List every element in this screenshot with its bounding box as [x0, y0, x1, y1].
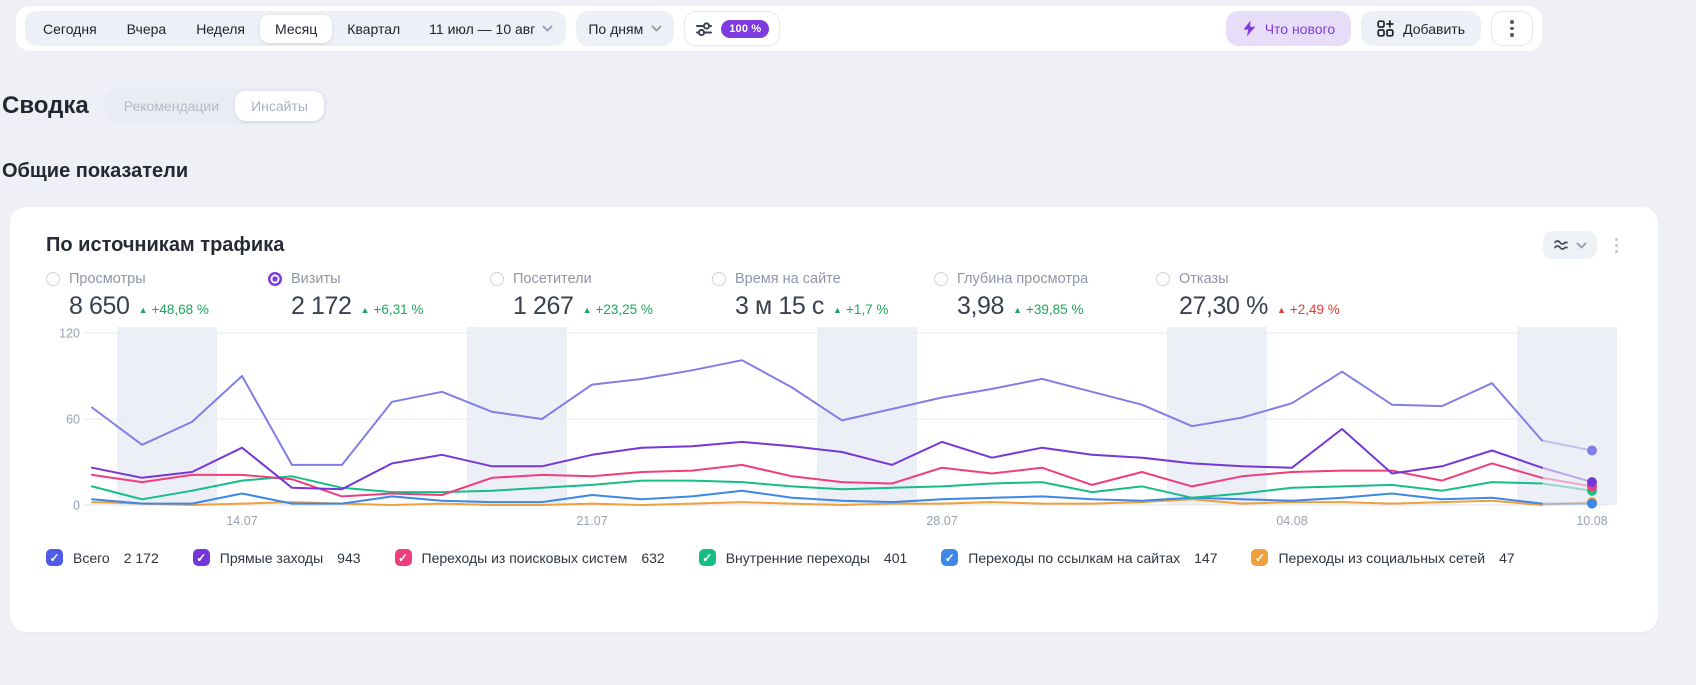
card-more-button[interactable]	[1611, 234, 1622, 257]
page-title: Сводка	[2, 92, 89, 119]
legend-internal[interactable]: Внутренние переходы 401	[698, 549, 907, 566]
kebab-icon	[1615, 237, 1618, 241]
card-controls	[1543, 231, 1622, 259]
metric-views[interactable]: Просмотры 8 650+48,68 %	[46, 271, 268, 321]
sliders-icon	[696, 21, 713, 36]
metric-depth[interactable]: Глубина просмотра 3,98+39,85 %	[934, 271, 1156, 321]
legend-direct[interactable]: Прямые заходы 943	[192, 549, 361, 566]
top-toolbar: Сегодня Вчера Неделя Месяц Квартал 11 ию…	[16, 6, 1542, 51]
metric-visitors[interactable]: Посетители 1 267+23,25 %	[490, 271, 712, 321]
chevron-down-icon	[1576, 242, 1587, 248]
whats-new-label: Что нового	[1264, 20, 1336, 37]
add-widget-button[interactable]: Добавить	[1361, 11, 1481, 46]
card-header: По источникам трафика	[46, 231, 1622, 259]
metric-selector-row: Просмотры 8 650+48,68 % Визиты 2 172+6,3…	[46, 271, 1622, 321]
preset-quarter[interactable]: Квартал	[332, 15, 415, 43]
radio-icon[interactable]	[712, 272, 726, 286]
metric-value: 3,98	[957, 292, 1005, 320]
svg-text:14.07: 14.07	[226, 514, 257, 527]
svg-text:04.08: 04.08	[1276, 514, 1307, 527]
svg-text:28.07: 28.07	[926, 514, 957, 527]
granularity-selector[interactable]: По дням	[576, 11, 675, 46]
radio-icon[interactable]	[1156, 272, 1170, 286]
radio-icon[interactable]	[934, 272, 948, 286]
metric-delta: +23,25 %	[583, 302, 652, 317]
section-title: Общие показатели	[2, 160, 189, 182]
preset-yesterday[interactable]: Вчера	[112, 15, 182, 43]
metric-visits[interactable]: Визиты 2 172+6,31 %	[268, 271, 490, 321]
kebab-icon	[1510, 20, 1514, 24]
waves-icon	[1554, 240, 1568, 250]
svg-text:60: 60	[66, 413, 80, 427]
legend-social[interactable]: Переходы из социальных сетей 47	[1251, 549, 1515, 566]
toolbar-right-cluster: Что нового Добавить	[1225, 11, 1533, 46]
tab-insights[interactable]: Инсайты	[235, 91, 324, 121]
traffic-sources-card: По источникам трафика Просмотры 8 650+48…	[10, 207, 1658, 632]
metric-delta: +1,7 %	[833, 302, 888, 317]
date-range-selector[interactable]: 11 июл — 10 авг	[415, 15, 563, 43]
checkbox-checked-icon[interactable]	[698, 549, 716, 566]
legend-total[interactable]: Всего 2 172	[46, 549, 159, 566]
metric-delta: +39,85 %	[1013, 302, 1083, 317]
metric-value: 1 267	[513, 292, 574, 320]
metric-delta: +48,68 %	[139, 302, 208, 317]
radio-icon[interactable]	[490, 272, 504, 286]
sampling-badge: 100 %	[721, 19, 770, 38]
lightning-icon	[1243, 20, 1255, 37]
whats-new-button[interactable]: Что нового	[1225, 11, 1352, 46]
checkbox-checked-icon[interactable]	[192, 549, 210, 566]
toolbar-more-button[interactable]	[1491, 11, 1533, 46]
sampling-control[interactable]: 100 %	[684, 11, 781, 46]
metric-delta: +6,31 %	[361, 302, 423, 317]
chart-style-button[interactable]	[1543, 231, 1597, 259]
radio-icon[interactable]	[268, 272, 282, 286]
metric-value: 27,30 %	[1179, 292, 1268, 320]
preset-today[interactable]: Сегодня	[28, 15, 112, 43]
add-widget-label: Добавить	[1403, 20, 1465, 37]
tab-recommendations[interactable]: Рекомендации	[123, 98, 220, 114]
svg-text:0: 0	[73, 499, 80, 513]
legend-site-links[interactable]: Переходы по ссылкам на сайтах 147	[941, 549, 1217, 566]
svg-text:21.07: 21.07	[576, 514, 607, 527]
date-range-label: 11 июл — 10 авг	[429, 20, 536, 37]
grid-plus-icon	[1377, 20, 1394, 37]
checkbox-checked-icon[interactable]	[394, 549, 412, 566]
metric-time-on-site[interactable]: Время на сайте 3 м 15 с+1,7 %	[712, 271, 934, 321]
chevron-down-icon	[542, 25, 553, 32]
metric-bounce-rate[interactable]: Отказы 27,30 %+2,49 %	[1156, 271, 1378, 321]
date-preset-group: Сегодня Вчера Неделя Месяц Квартал 11 ию…	[25, 11, 567, 46]
metric-value: 8 650	[69, 292, 130, 320]
checkbox-checked-icon[interactable]	[1251, 549, 1269, 566]
legend-search[interactable]: Переходы из поисковых систем 632	[394, 549, 665, 566]
preset-month[interactable]: Месяц	[260, 14, 333, 43]
metric-value: 3 м 15 с	[735, 292, 825, 320]
chart-legend: Всего 2 172 Прямые заходы 943 Переходы и…	[46, 549, 1622, 566]
summary-heading-row: Сводка Рекомендации Инсайты	[2, 88, 327, 124]
granularity-label: По дням	[588, 20, 644, 37]
metric-delta: +2,49 %	[1277, 302, 1340, 317]
traffic-sources-chart[interactable]: 0 60 120 14.07 21.07 28.07 04.08 10.08	[46, 323, 1622, 527]
checkbox-checked-icon[interactable]	[941, 549, 959, 566]
preset-week[interactable]: Неделя	[181, 15, 260, 43]
card-title: По источникам трафика	[46, 233, 285, 256]
svg-text:10.08: 10.08	[1576, 514, 1607, 527]
svg-text:120: 120	[59, 327, 80, 341]
chevron-down-icon	[651, 25, 662, 32]
checkbox-checked-icon[interactable]	[46, 549, 63, 566]
metric-value: 2 172	[291, 292, 352, 320]
summary-tabs: Рекомендации Инсайты	[104, 88, 327, 124]
radio-icon[interactable]	[46, 272, 60, 286]
